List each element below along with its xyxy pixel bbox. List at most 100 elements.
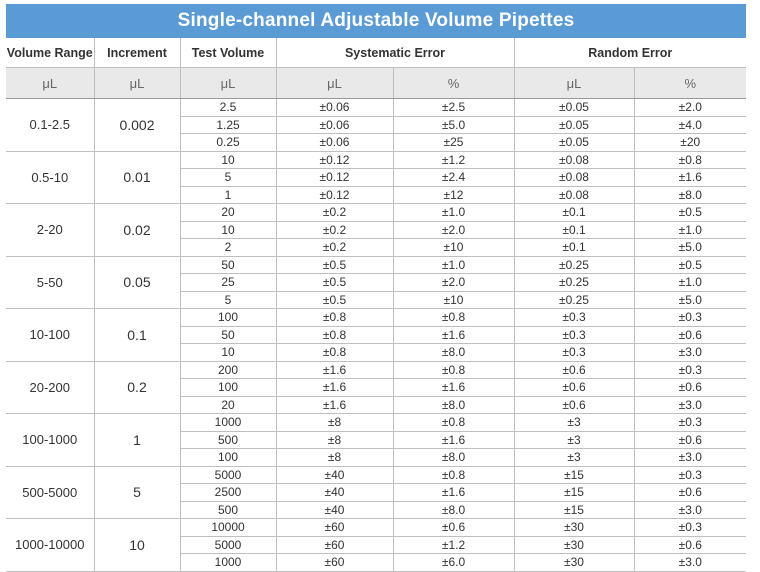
table-row: 10-100 0.1 100 ±0.8 ±0.8 ±0.3 ±0.3 <box>6 308 747 362</box>
test-volume-cell: 20 <box>179 203 276 222</box>
table-row: 20 ±1.6 ±8.0 ±0.6 ±3.0 <box>6 396 747 414</box>
random-error-pct-cell: ±1.0 <box>633 221 747 239</box>
random-error-ul-cell: ±0.1 <box>513 203 634 222</box>
table-row: 5 ±0.5 ±10 ±0.25 ±5.0 <box>6 291 747 309</box>
test-volume-cell: 50 <box>179 326 276 344</box>
volume-range-cell: 500-5000 <box>6 466 94 519</box>
systematic-error-ul-cell: ±0.2 <box>275 221 393 239</box>
random-error-pct-cell: ±0.6 <box>633 483 747 502</box>
systematic-error-ul-cell: ±0.06 <box>275 98 393 117</box>
volume-range-cell: 1000-10000 <box>6 518 94 572</box>
systematic-error-ul-cell: ±0.12 <box>275 151 393 169</box>
systematic-error-pct-cell: ±0.8 <box>392 413 514 432</box>
unit-row: μL μL μL μL % μL % <box>6 67 747 99</box>
systematic-error-ul-cell: ±40 <box>275 483 393 502</box>
random-error-pct-cell: ±0.6 <box>633 378 747 397</box>
header-random-error: Random Error <box>513 38 747 68</box>
table-row: 2-20 0.02 20 ±0.2 ±1.0 ±0.1 ±0.5 <box>6 203 747 257</box>
table-row: 1.25 ±0.06 ±5.0 ±0.05 ±4.0 <box>6 116 747 134</box>
systematic-error-pct-cell: ±0.8 <box>392 466 514 484</box>
test-volume-cell: 5 <box>179 168 276 187</box>
random-error-ul-cell: ±0.3 <box>513 308 634 327</box>
systematic-error-ul-cell: ±0.12 <box>275 168 393 187</box>
systematic-error-ul-cell: ±0.8 <box>275 326 393 344</box>
systematic-error-pct-cell: ±10 <box>392 238 514 257</box>
table-row: 0.25 ±0.06 ±25 ±0.05 ±20 <box>6 133 747 152</box>
increment-cell: 0.01 <box>93 151 180 204</box>
systematic-error-ul-cell: ±1.6 <box>275 378 393 397</box>
random-error-ul-cell: ±15 <box>513 501 634 519</box>
table-row: 0.5-10 0.01 10 ±0.12 ±1.2 ±0.08 ±0.8 <box>6 151 747 204</box>
systematic-error-ul-cell: ±60 <box>275 518 393 537</box>
table-row: 100 ±8 ±8.0 ±3 ±3.0 <box>6 448 747 467</box>
random-error-ul-cell: ±15 <box>513 483 634 502</box>
header-test-volume: Test Volume <box>179 38 276 68</box>
systematic-error-pct-cell: ±1.6 <box>392 483 514 502</box>
systematic-error-ul-cell: ±8 <box>275 448 393 467</box>
random-error-pct-cell: ±1.0 <box>633 273 747 292</box>
volume-range-cell: 10-100 <box>6 308 94 362</box>
test-volume-cell: 200 <box>179 361 276 379</box>
random-error-ul-cell: ±0.05 <box>513 116 634 134</box>
table-row: 5000 ±60 ±1.2 ±30 ±0.6 <box>6 536 747 554</box>
test-volume-cell: 5000 <box>179 466 276 484</box>
systematic-error-pct-cell: ±1.0 <box>392 203 514 222</box>
unit-cell: % <box>633 67 747 99</box>
test-volume-cell: 1.25 <box>179 116 276 134</box>
test-volume-cell: 500 <box>179 431 276 449</box>
random-error-ul-cell: ±30 <box>513 518 634 537</box>
random-error-pct-cell: ±0.3 <box>633 308 747 327</box>
increment-cell: 5 <box>93 466 180 519</box>
increment-cell: 0.002 <box>93 98 180 152</box>
systematic-error-ul-cell: ±8 <box>275 413 393 432</box>
test-volume-cell: 10 <box>179 221 276 239</box>
random-error-ul-cell: ±0.25 <box>513 291 634 309</box>
pipette-spec-table: Volume Range Increment Test Volume Syste… <box>6 38 747 572</box>
table-row: 1 ±0.12 ±12 ±0.08 ±8.0 <box>6 186 747 204</box>
unit-cell: μL <box>513 67 634 99</box>
table-row: 20-200 0.2 200 ±1.6 ±0.8 ±0.6 ±0.3 <box>6 361 747 414</box>
increment-cell: 0.1 <box>93 308 180 362</box>
header-row: Volume Range Increment Test Volume Syste… <box>6 38 747 68</box>
volume-range-cell: 100-1000 <box>6 413 94 467</box>
table-row: 100 ±1.6 ±1.6 ±0.6 ±0.6 <box>6 378 747 397</box>
random-error-pct-cell: ±3.0 <box>633 448 747 467</box>
systematic-error-ul-cell: ±1.6 <box>275 361 393 379</box>
unit-cell: μL <box>93 67 180 99</box>
table-title: Single-channel Adjustable Volume Pipette… <box>6 4 746 38</box>
systematic-error-pct-cell: ±8.0 <box>392 343 514 362</box>
random-error-ul-cell: ±0.6 <box>513 378 634 397</box>
test-volume-cell: 0.25 <box>179 133 276 152</box>
test-volume-cell: 10 <box>179 343 276 362</box>
unit-cell: μL <box>275 67 393 99</box>
random-error-pct-cell: ±2.0 <box>633 98 747 117</box>
random-error-ul-cell: ±30 <box>513 553 634 572</box>
table-row: 500 ±40 ±8.0 ±15 ±3.0 <box>6 501 747 519</box>
systematic-error-pct-cell: ±8.0 <box>392 396 514 414</box>
table-row: 500-5000 5 5000 ±40 ±0.8 ±15 ±0.3 <box>6 466 747 519</box>
systematic-error-pct-cell: ±1.6 <box>392 326 514 344</box>
systematic-error-ul-cell: ±0.2 <box>275 238 393 257</box>
random-error-ul-cell: ±30 <box>513 536 634 554</box>
random-error-ul-cell: ±0.1 <box>513 221 634 239</box>
test-volume-cell: 2 <box>179 238 276 257</box>
systematic-error-pct-cell: ±0.8 <box>392 308 514 327</box>
test-volume-cell: 5 <box>179 291 276 309</box>
test-volume-cell: 2.5 <box>179 98 276 117</box>
random-error-pct-cell: ±8.0 <box>633 186 747 204</box>
random-error-ul-cell: ±3 <box>513 448 634 467</box>
table-row: 0.1-2.5 0.002 2.5 ±0.06 ±2.5 ±0.05 ±2.0 <box>6 98 747 152</box>
increment-cell: 0.05 <box>93 256 180 309</box>
increment-cell: 10 <box>93 518 180 572</box>
random-error-ul-cell: ±15 <box>513 466 634 484</box>
increment-cell: 0.2 <box>93 361 180 414</box>
systematic-error-ul-cell: ±8 <box>275 431 393 449</box>
table-row: 5-50 0.05 50 ±0.5 ±1.0 ±0.25 ±0.5 <box>6 256 747 309</box>
random-error-ul-cell: ±0.1 <box>513 238 634 257</box>
test-volume-cell: 1 <box>179 186 276 204</box>
test-volume-cell: 20 <box>179 396 276 414</box>
table-row: 5 ±0.12 ±2.4 ±0.08 ±1.6 <box>6 168 747 187</box>
systematic-error-pct-cell: ±2.0 <box>392 221 514 239</box>
systematic-error-ul-cell: ±40 <box>275 466 393 484</box>
table-row: 10 ±0.8 ±8.0 ±0.3 ±3.0 <box>6 343 747 362</box>
